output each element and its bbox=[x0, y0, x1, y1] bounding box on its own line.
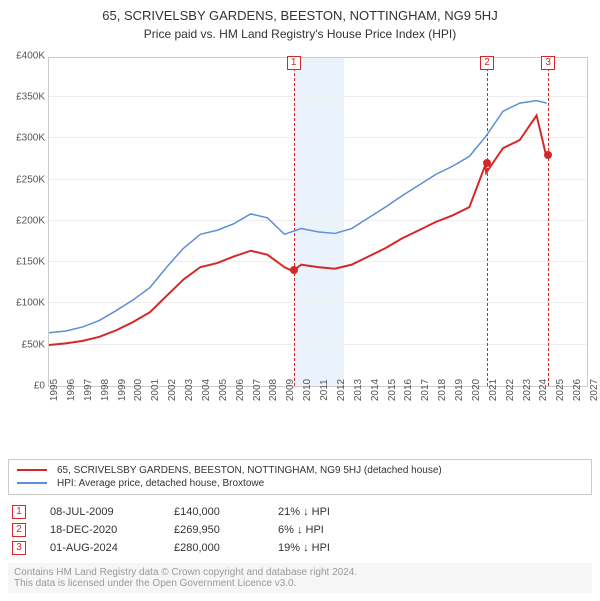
sales-date: 18-DEC-2020 bbox=[50, 524, 150, 536]
footer-line: Contains HM Land Registry data © Crown c… bbox=[14, 567, 586, 578]
chart-title: 65, SCRIVELSBY GARDENS, BEESTON, NOTTING… bbox=[8, 8, 592, 25]
legend-item: 65, SCRIVELSBY GARDENS, BEESTON, NOTTING… bbox=[17, 464, 583, 477]
sales-marker-box: 3 bbox=[12, 541, 26, 555]
y-tick-label: £200K bbox=[16, 215, 45, 226]
y-tick-label: £50K bbox=[22, 339, 45, 350]
y-tick-label: £100K bbox=[16, 298, 45, 309]
y-tick-label: £350K bbox=[16, 92, 45, 103]
chart: £0 £50K £100K £150K £200K £250K £300K £350K £400… bbox=[8, 47, 592, 427]
chart-subtitle: Price paid vs. HM Land Registry's House … bbox=[8, 27, 592, 41]
sales-marker-box: 2 bbox=[12, 523, 26, 537]
footer-line: This data is licensed under the Open Gov… bbox=[14, 578, 586, 589]
y-tick-label: £400K bbox=[16, 50, 45, 61]
legend: 65, SCRIVELSBY GARDENS, BEESTON, NOTTING… bbox=[8, 459, 592, 495]
series-hpi bbox=[49, 101, 547, 333]
legend-swatch bbox=[17, 482, 47, 484]
y-tick-label: £0 bbox=[34, 380, 45, 391]
sales-price: £280,000 bbox=[174, 542, 254, 554]
legend-label: HPI: Average price, detached house, Brox… bbox=[57, 478, 264, 489]
sales-diff-vs-hpi: 6% ↓ HPI bbox=[278, 524, 378, 536]
y-tick-label: £250K bbox=[16, 174, 45, 185]
legend-item: HPI: Average price, detached house, Brox… bbox=[17, 477, 583, 490]
attribution-footer: Contains HM Land Registry data © Crown c… bbox=[8, 563, 592, 593]
plot-area: £0£50K£100K£150K£200K£250K£300K£350K£400… bbox=[48, 57, 588, 387]
legend-swatch bbox=[17, 469, 47, 471]
sales-date: 01-AUG-2024 bbox=[50, 542, 150, 554]
sales-row: 2 18-DEC-2020 £269,950 6% ↓ HPI bbox=[8, 521, 592, 539]
title-block: 65, SCRIVELSBY GARDENS, BEESTON, NOTTING… bbox=[8, 8, 592, 41]
legend-label: 65, SCRIVELSBY GARDENS, BEESTON, NOTTING… bbox=[57, 465, 442, 476]
series-lines bbox=[49, 58, 587, 386]
sales-table: 1 08-JUL-2009 £140,000 21% ↓ HPI 2 18-DEC-202… bbox=[8, 503, 592, 557]
sales-diff-vs-hpi: 19% ↓ HPI bbox=[278, 542, 378, 554]
sales-date: 08-JUL-2009 bbox=[50, 506, 150, 518]
sales-diff-vs-hpi: 21% ↓ HPI bbox=[278, 506, 378, 518]
sales-price: £269,950 bbox=[174, 524, 254, 536]
x-tick-label: 2027 bbox=[589, 379, 600, 401]
y-tick-label: £300K bbox=[16, 133, 45, 144]
y-tick-label: £150K bbox=[16, 257, 45, 268]
sales-row: 3 01-AUG-2024 £280,000 19% ↓ HPI bbox=[8, 539, 592, 557]
sales-marker-box: 1 bbox=[12, 505, 26, 519]
sales-row: 1 08-JUL-2009 £140,000 21% ↓ HPI bbox=[8, 503, 592, 521]
sales-price: £140,000 bbox=[174, 506, 254, 518]
